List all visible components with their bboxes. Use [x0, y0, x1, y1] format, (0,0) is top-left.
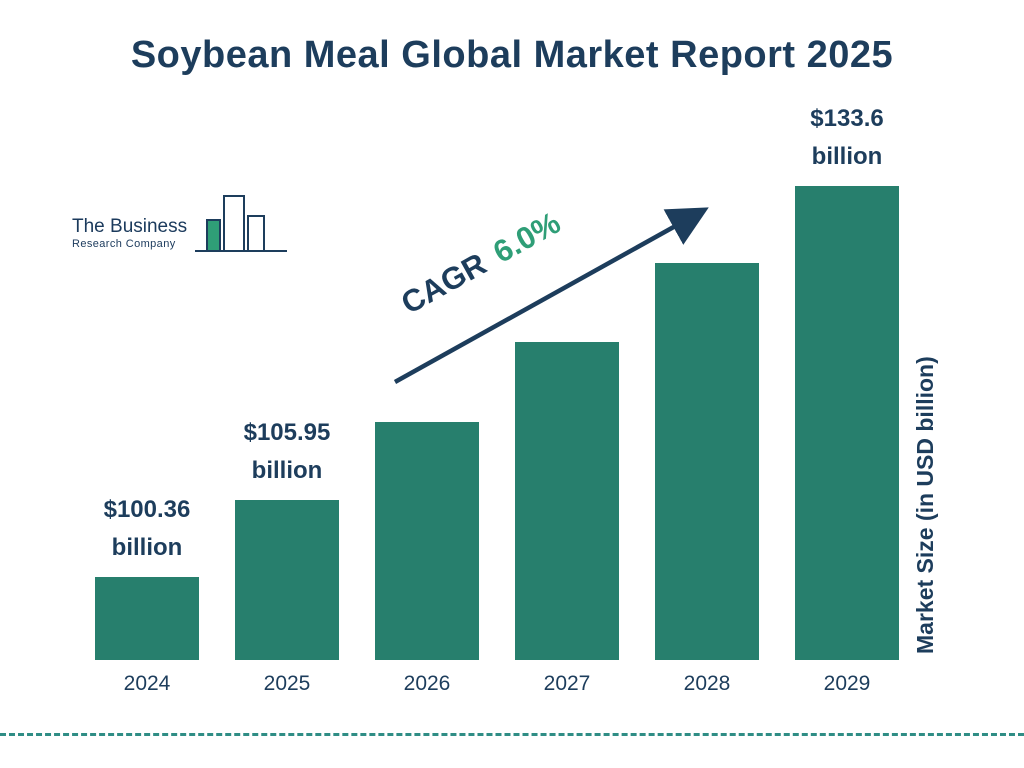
x-tick-2024: 2024 [123, 672, 171, 695]
value-label-2024: $100.36 billion [103, 496, 191, 561]
bar-column-2029: $133.6 billion 2029 [795, 100, 899, 695]
company-logo-text: The Business Research Company [72, 216, 187, 256]
bar-column-2026: 2026 [375, 100, 479, 695]
bar-column-2024: $100.36 billion 2024 [95, 100, 199, 695]
logo-subname: Research Company [72, 238, 176, 250]
y-axis-label: Market Size (in USD billion) [912, 356, 938, 655]
bar-2028 [655, 263, 759, 660]
bar-chart: $100.36 billion 2024 $105.95 billion 2025 2026… [95, 100, 899, 695]
x-tick-2027: 2027 [543, 672, 591, 695]
bar-2027 [515, 342, 619, 660]
logo-name: The Business [72, 216, 188, 237]
company-logo: The Business Research Company [72, 192, 289, 256]
bar-column-2027: 2027 [515, 100, 619, 695]
page-title: Soybean Meal Global Market Report 2025 [130, 34, 894, 76]
cagr-trend-arrow [393, 207, 709, 384]
bar-2025 [235, 500, 339, 660]
bar-column-2028: 2028 [655, 100, 759, 695]
bar-2026 [375, 422, 479, 660]
value-label-2029: $133.6 billion [810, 105, 884, 170]
x-tick-2029: 2029 [823, 672, 871, 695]
bar-2029 [795, 186, 899, 660]
logo-bars-icon [195, 195, 288, 252]
x-tick-2028: 2028 [683, 672, 731, 695]
value-label-2025: $105.95 billion [243, 419, 331, 484]
bar-2024 [95, 577, 199, 660]
bottom-dashed-divider [0, 733, 1024, 736]
bar-column-2025: $105.95 billion 2025 [235, 100, 339, 695]
x-tick-2026: 2026 [403, 672, 451, 695]
x-tick-2025: 2025 [263, 672, 311, 695]
